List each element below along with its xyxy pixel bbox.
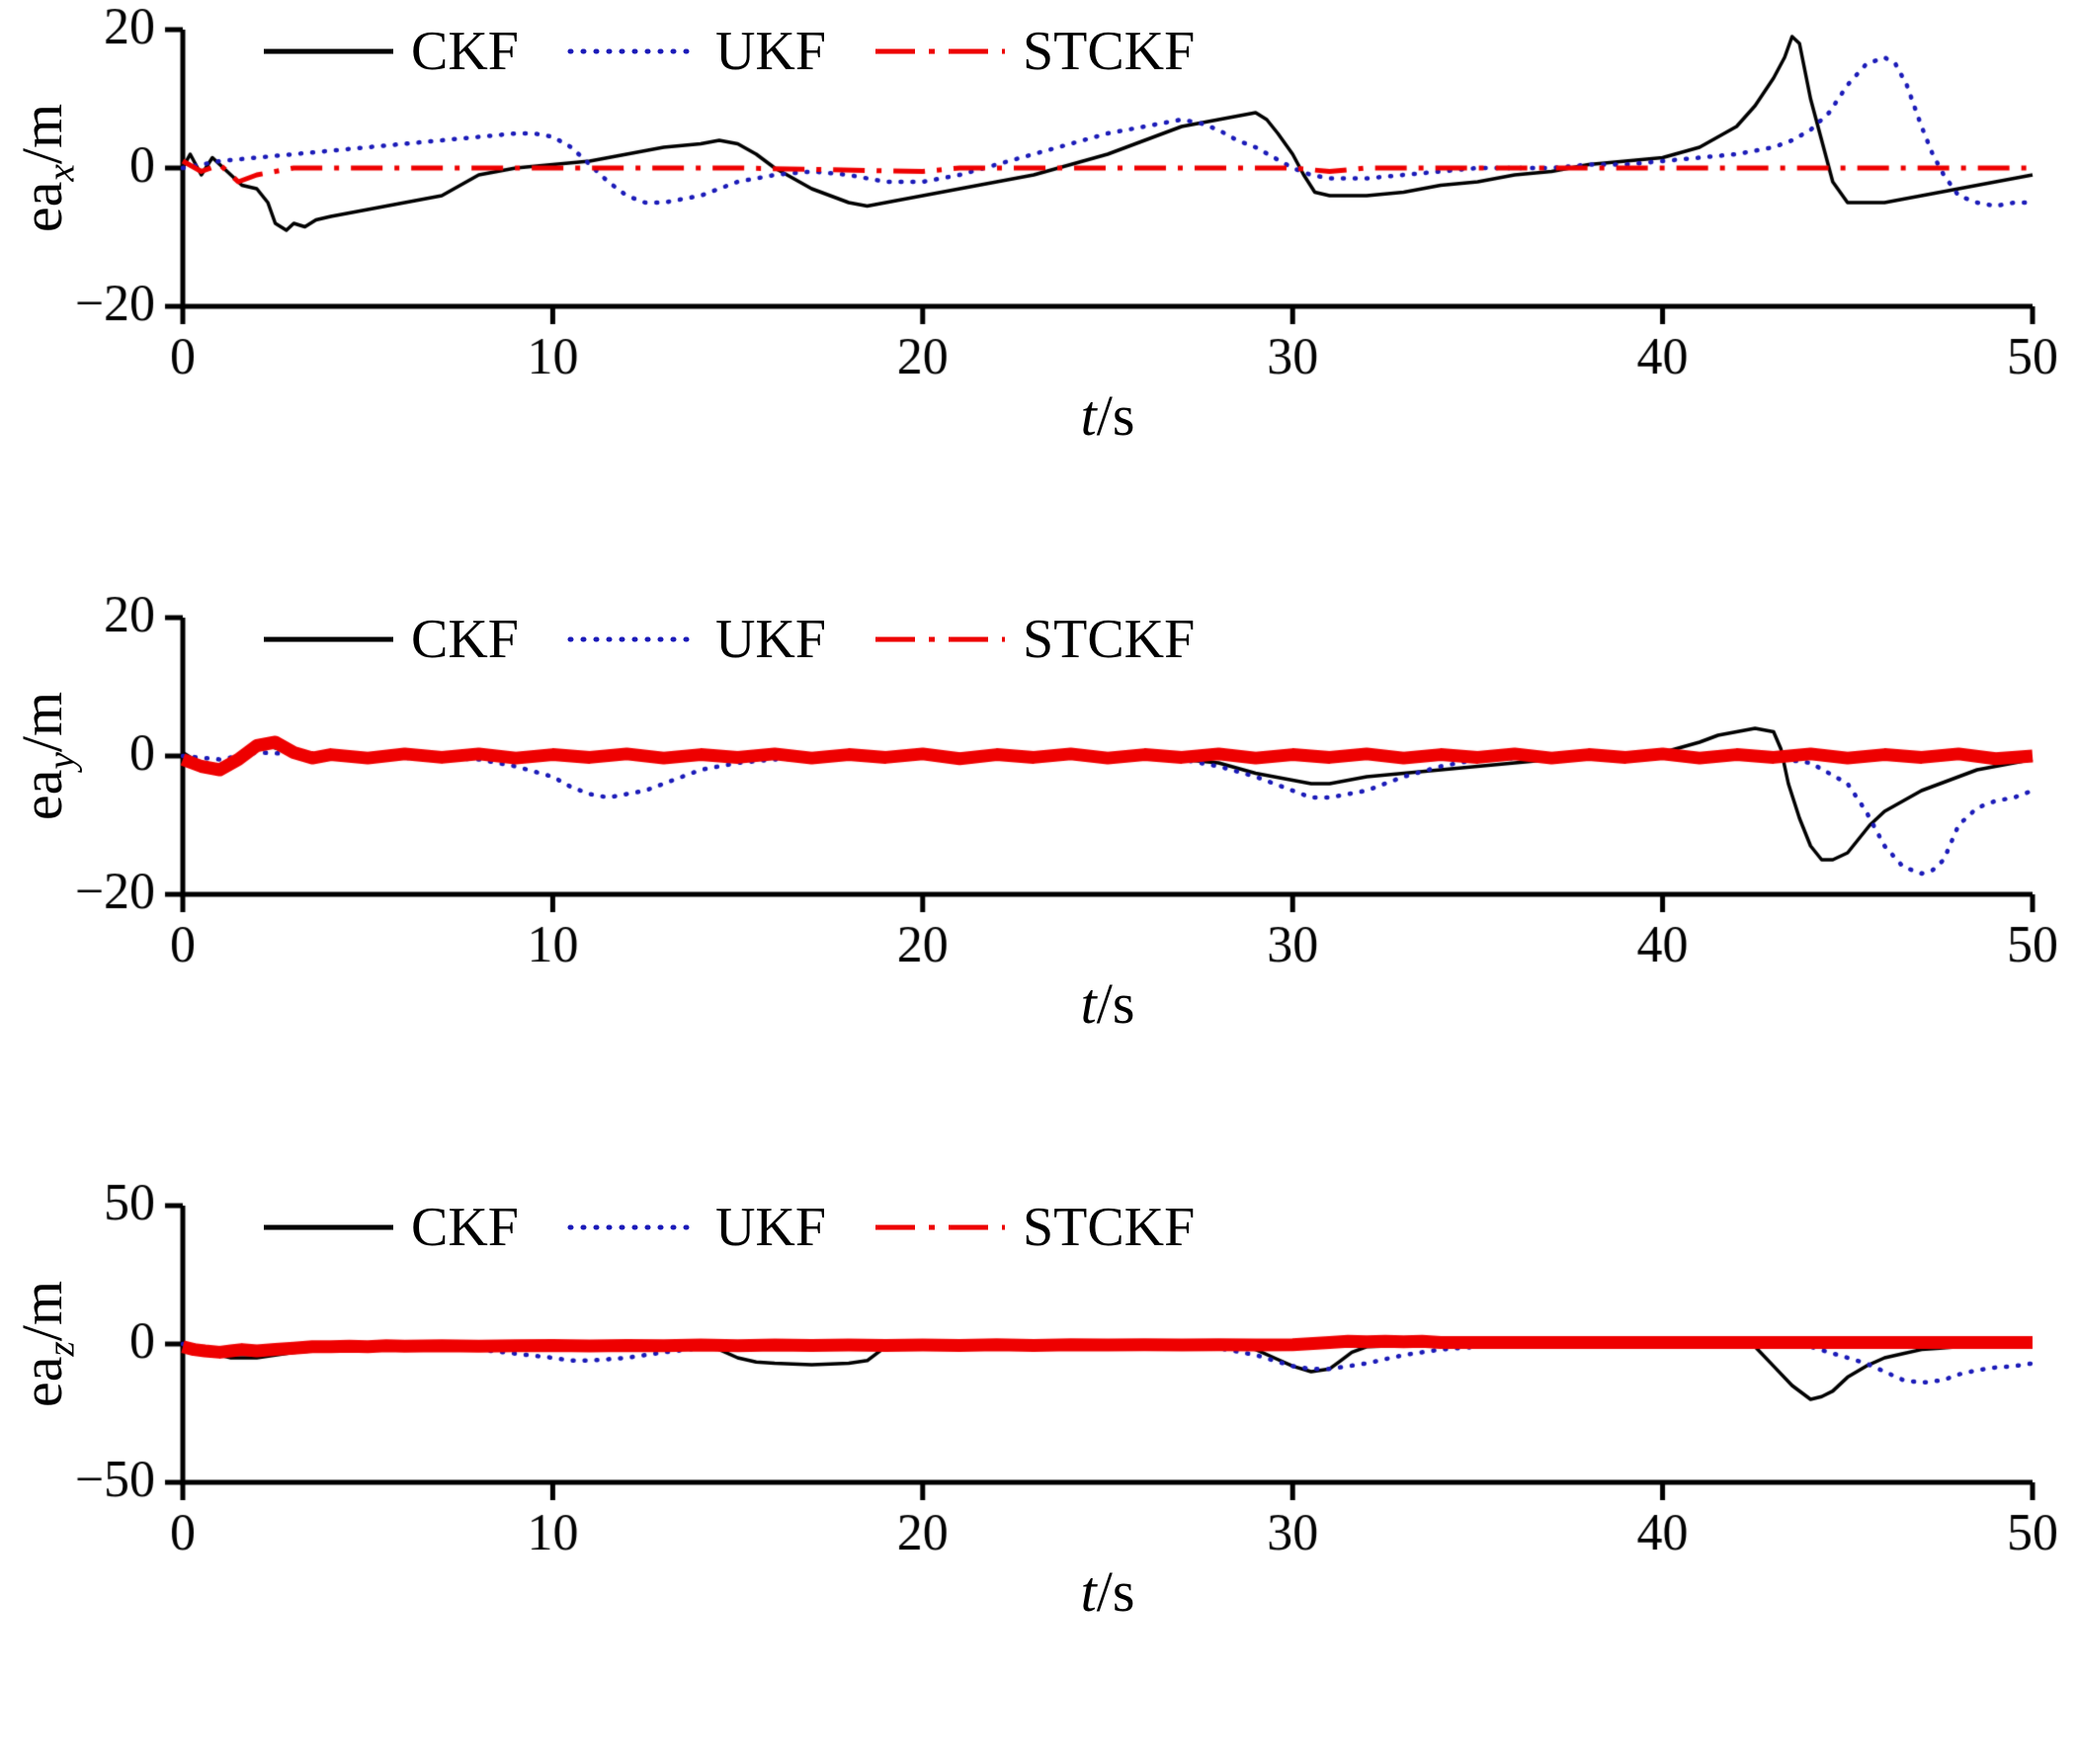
subplot-eaz: eaz/m t/s CKF UKF STCKF	[0, 1176, 2077, 1764]
legend-item-ukf: UKF	[566, 612, 826, 667]
legend-item-ckf: CKF	[262, 612, 519, 667]
stckf-dashdot-line-icon	[874, 1224, 1005, 1230]
ukf-dotted-line-icon	[567, 1224, 700, 1230]
legend-label-ukf: UKF	[714, 1197, 826, 1258]
ylabel-unit: /m	[9, 1280, 74, 1342]
x-axis-label: t/s	[1081, 1563, 1135, 1621]
legend-item-ukf: UKF	[566, 24, 826, 79]
legend-label-ckf: CKF	[411, 609, 519, 670]
legend: CKF UKF STCKF	[262, 1196, 1242, 1259]
xlabel-italic: t	[1080, 1559, 1097, 1624]
legend-label-ukf: UKF	[714, 609, 826, 670]
legend-label-ukf: UKF	[714, 21, 826, 82]
ckf-solid-line-icon	[264, 636, 393, 642]
legend-item-stckf: STCKF	[873, 1200, 1195, 1255]
legend-item-ukf: UKF	[566, 1200, 826, 1255]
ukf-dotted-line-icon	[567, 48, 700, 54]
legend: CKF UKF STCKF	[262, 20, 1242, 83]
y-axis-label-eay: eay/m	[10, 692, 83, 820]
ylabel-base: ea	[9, 1356, 74, 1408]
stckf-dashdot-line-icon	[874, 636, 1005, 642]
xlabel-rest: /s	[1096, 1559, 1135, 1624]
legend-item-stckf: STCKF	[873, 24, 1195, 79]
subplot-eay: eay/m t/s CKF UKF STCKF	[0, 588, 2077, 1176]
subplot-eax: eax/m t/s CKF UKF STCKF	[0, 0, 2077, 588]
y-axis-label-eaz: eaz/m	[10, 1281, 83, 1407]
xlabel-italic: t	[1080, 383, 1097, 448]
x-axis-label: t/s	[1081, 387, 1135, 445]
ylabel-sub: x	[39, 164, 83, 182]
eay-plot-canvas	[0, 588, 2077, 1176]
ylabel-unit: /m	[9, 691, 74, 753]
legend-label-stckf: STCKF	[1022, 21, 1196, 82]
y-axis-label-eax: eax/m	[10, 104, 83, 232]
legend: CKF UKF STCKF	[262, 608, 1242, 671]
ckf-solid-line-icon	[264, 1224, 393, 1230]
x-axis-label: t/s	[1081, 975, 1135, 1033]
ylabel-base: ea	[9, 181, 74, 233]
legend-label-stckf: STCKF	[1022, 1197, 1196, 1258]
legend-item-ckf: CKF	[262, 1200, 519, 1255]
legend-label-stckf: STCKF	[1022, 609, 1196, 670]
xlabel-italic: t	[1080, 971, 1097, 1036]
legend-item-stckf: STCKF	[873, 612, 1195, 667]
stckf-dashdot-line-icon	[874, 48, 1005, 54]
eax-plot-canvas	[0, 0, 2077, 588]
ylabel-base: ea	[9, 769, 74, 821]
ylabel-sub: y	[39, 752, 83, 770]
legend-item-ckf: CKF	[262, 24, 519, 79]
eaz-plot-canvas	[0, 1176, 2077, 1764]
ukf-dotted-line-icon	[567, 636, 700, 642]
ylabel-sub: z	[39, 1341, 83, 1357]
ckf-solid-line-icon	[264, 48, 393, 54]
legend-label-ckf: CKF	[411, 21, 519, 82]
xlabel-rest: /s	[1096, 383, 1135, 448]
ylabel-unit: /m	[9, 103, 74, 165]
legend-label-ckf: CKF	[411, 1197, 519, 1258]
xlabel-rest: /s	[1096, 971, 1135, 1036]
